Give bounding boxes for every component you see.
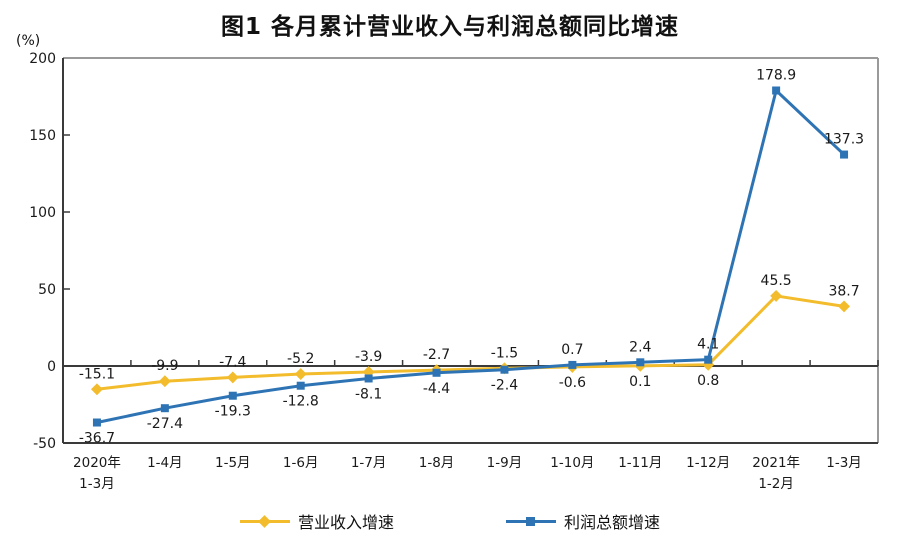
y-tick-label: 50 xyxy=(38,282,56,298)
revenue-data-label: -1.5 xyxy=(491,345,518,361)
revenue-point-marker xyxy=(294,368,307,380)
revenue-data-label: -0.6 xyxy=(559,375,586,391)
revenue-data-label: -2.7 xyxy=(423,347,450,363)
profit-point-marker xyxy=(500,365,509,374)
revenue-data-label: 45.5 xyxy=(761,273,792,289)
revenue-line xyxy=(95,294,846,391)
profit-data-label: 2.4 xyxy=(629,339,651,355)
revenue-data-label: 0.1 xyxy=(629,374,651,390)
x-axis-label: 1-3月 xyxy=(826,455,862,471)
x-axis-label: 2020年 xyxy=(73,455,121,471)
revenue-data-label: -15.1 xyxy=(79,366,115,382)
legend-item-revenue: 营业收入增速 xyxy=(239,509,394,533)
y-tick-label: 150 xyxy=(29,128,56,144)
profit-point-marker xyxy=(296,381,305,390)
profit-point-marker xyxy=(568,360,577,369)
revenue-line-marker-icon xyxy=(239,514,290,528)
profit-data-label: 0.7 xyxy=(561,342,583,358)
x-axis-label: 1-6月 xyxy=(283,455,319,471)
profit-data-label: -36.7 xyxy=(79,431,115,447)
profit-point-marker xyxy=(92,418,101,427)
revenue-data-label: -3.9 xyxy=(355,349,382,365)
legend-item-profit: 利润总额增速 xyxy=(506,509,660,533)
profit-data-label: 178.9 xyxy=(756,67,796,83)
x-axis-label: 1-4月 xyxy=(147,455,183,471)
y-tick-label: 100 xyxy=(29,205,56,221)
profit-data-label: -4.4 xyxy=(423,381,450,397)
revenue-data-label: -5.2 xyxy=(287,351,314,367)
profit-point-marker xyxy=(228,391,237,400)
x-axis-label: 1-5月 xyxy=(215,455,251,471)
profit-point-marker xyxy=(364,374,373,383)
profit-data-label: -19.3 xyxy=(215,404,251,420)
profit-data-label: 137.3 xyxy=(824,132,864,148)
y-axis-unit-label: (%) xyxy=(16,33,41,49)
x-axis-label: 1-7月 xyxy=(351,455,387,471)
revenue-point-marker xyxy=(838,300,850,313)
x-axis-label: 1-3月 xyxy=(79,476,115,492)
profit-point-marker xyxy=(636,358,645,367)
profit-data-label: -12.8 xyxy=(283,394,319,410)
revenue-data-label: 38.7 xyxy=(828,283,859,299)
chart-title: 图1 各月累计营业收入与利润总额同比增速 xyxy=(220,14,679,40)
chart-legend: 营业收入增速 利润总额增速 xyxy=(0,509,900,533)
revenue-data-label: 0.8 xyxy=(697,373,719,389)
x-axis-label: 1-9月 xyxy=(487,455,523,471)
profit-point-marker xyxy=(772,86,781,95)
y-tick-label: 0 xyxy=(47,359,56,375)
revenue-legend-label: 营业收入增速 xyxy=(297,513,394,532)
profit-data-label: -8.1 xyxy=(355,386,382,402)
profit-line-marker-icon xyxy=(506,516,556,526)
x-axis-label: 2021年 xyxy=(752,455,800,471)
x-axis-label: 1-12月 xyxy=(686,455,730,471)
revenue-data-label: -9.9 xyxy=(151,358,178,374)
profit-data-label: -27.4 xyxy=(147,416,183,432)
y-tick-label: 200 xyxy=(29,51,56,67)
profit-point-marker xyxy=(704,355,713,364)
y-tick-label: -50 xyxy=(33,436,56,452)
profit-data-label: 4.1 xyxy=(697,337,719,353)
revenue-point-marker xyxy=(158,375,171,388)
x-axis-label: 1-2月 xyxy=(758,476,794,492)
x-axis-label: 1-11月 xyxy=(618,455,662,471)
profit-point-marker xyxy=(160,404,169,413)
profit-point-marker xyxy=(840,150,849,159)
revenue-point-marker xyxy=(226,371,239,384)
revenue-point-marker xyxy=(91,383,103,396)
revenue-data-label: -7.4 xyxy=(219,354,246,370)
x-axis-label: 1-10月 xyxy=(550,455,594,471)
profit-point-marker xyxy=(432,368,441,377)
profit-line xyxy=(95,88,846,425)
x-axis-label: 1-8月 xyxy=(419,455,455,471)
profit-data-label: -2.4 xyxy=(491,378,518,394)
profit-legend-label: 利润总额增速 xyxy=(564,513,661,532)
